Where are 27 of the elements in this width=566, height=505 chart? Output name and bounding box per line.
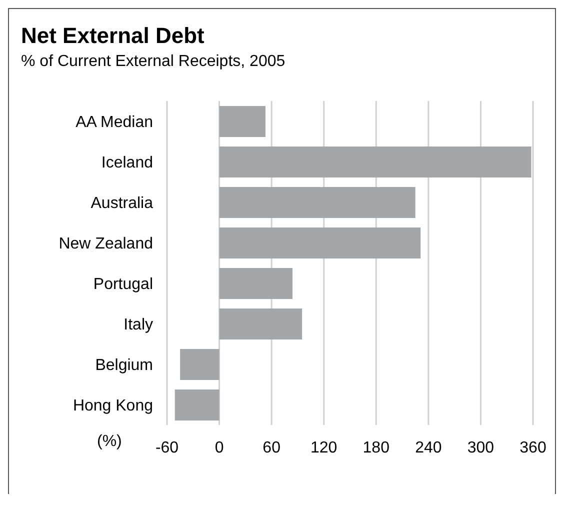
bar bbox=[174, 390, 220, 420]
bar bbox=[219, 187, 416, 218]
y-tick-label: Italy bbox=[124, 316, 153, 334]
y-tick-label: Australia bbox=[90, 194, 154, 212]
bar bbox=[219, 308, 302, 340]
y-tick-label: New Zealand bbox=[58, 235, 153, 252]
bar bbox=[180, 349, 220, 380]
bar bbox=[219, 228, 421, 258]
chart-subtitle: % of Current External Receipts, 2005 bbox=[21, 53, 286, 71]
bar bbox=[219, 106, 266, 137]
x-tick-label: 180 bbox=[362, 439, 390, 456]
x-tick-label: -60 bbox=[155, 439, 179, 456]
x-tick-label: 360 bbox=[520, 439, 546, 456]
chart-title: Net External Debt bbox=[21, 23, 204, 49]
y-tick-label: Iceland bbox=[101, 154, 153, 172]
x-tick-label: 0 bbox=[214, 439, 224, 456]
x-tick-label: 120 bbox=[310, 439, 338, 456]
x-tick-label: 60 bbox=[262, 439, 281, 456]
y-tick-label: Belgium bbox=[95, 356, 153, 374]
x-tick-label: 240 bbox=[415, 439, 442, 456]
y-tick-label: AA Median bbox=[76, 114, 153, 131]
bar bbox=[219, 268, 292, 299]
y-tick-label: Portugal bbox=[93, 276, 153, 293]
x-tick-label: 300 bbox=[467, 439, 494, 456]
y-tick-label: Hong Kong bbox=[72, 397, 153, 414]
x-axis-title: (%) bbox=[97, 433, 122, 451]
bar bbox=[219, 146, 532, 178]
